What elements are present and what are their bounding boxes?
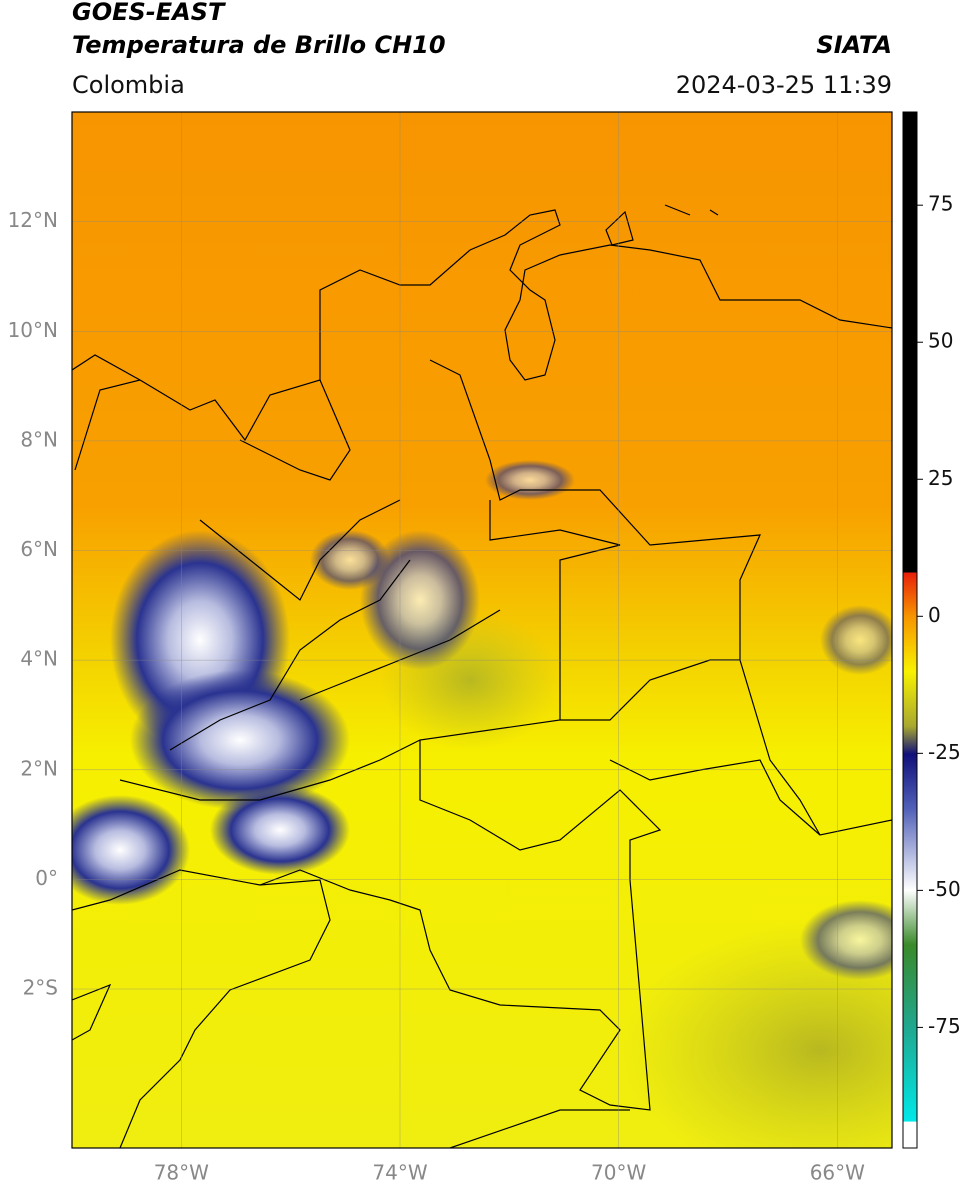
lat-tick-label: 4°N — [20, 647, 58, 671]
lat-tick-label: 8°N — [20, 427, 58, 451]
colorbar-tick-label: 25 — [928, 466, 953, 490]
lon-tick-label: 78°W — [154, 1161, 209, 1185]
lat-tick-label: 10°N — [8, 318, 58, 342]
lat-tick-label: 0° — [35, 866, 58, 890]
cloud — [820, 605, 892, 675]
lat-tick-label: 2°S — [23, 976, 58, 1000]
cloud — [130, 670, 350, 810]
lon-tick-label: 70°W — [591, 1161, 646, 1185]
map-image — [72, 112, 892, 1148]
lat-tick-label: 2°N — [20, 756, 58, 780]
lon-tick-label: 66°W — [810, 1161, 865, 1185]
cloud — [310, 530, 390, 590]
colorbar — [902, 111, 918, 1149]
colorbar-tick-label: 50 — [928, 329, 953, 353]
borders — [72, 204, 892, 1148]
source: SIATA — [816, 31, 892, 59]
subtitle: Temperatura de Brillo CH10 — [72, 31, 446, 59]
lat-tick-label: 12°N — [8, 208, 58, 232]
lon-tick-label: 74°W — [372, 1161, 427, 1185]
lat-tick-label: 6°N — [20, 537, 58, 561]
cloud — [210, 785, 350, 875]
region: Colombia — [72, 71, 185, 99]
title: GOES-EAST — [72, 0, 226, 26]
olive-area — [620, 920, 892, 1148]
cloud — [800, 900, 892, 980]
colorbar-tick-label: 0 — [928, 603, 941, 627]
cloud — [72, 795, 190, 905]
datetime: 2024-03-25 11:39 — [676, 71, 892, 99]
map-frame — [71, 111, 893, 1149]
colorbar-tick-label: -25 — [928, 740, 961, 764]
cloud — [360, 530, 480, 670]
colorbar-tick-label: -50 — [928, 877, 961, 901]
colorbar-tick-label: 75 — [928, 192, 953, 216]
colorbar-tick-label: -75 — [928, 1014, 961, 1038]
